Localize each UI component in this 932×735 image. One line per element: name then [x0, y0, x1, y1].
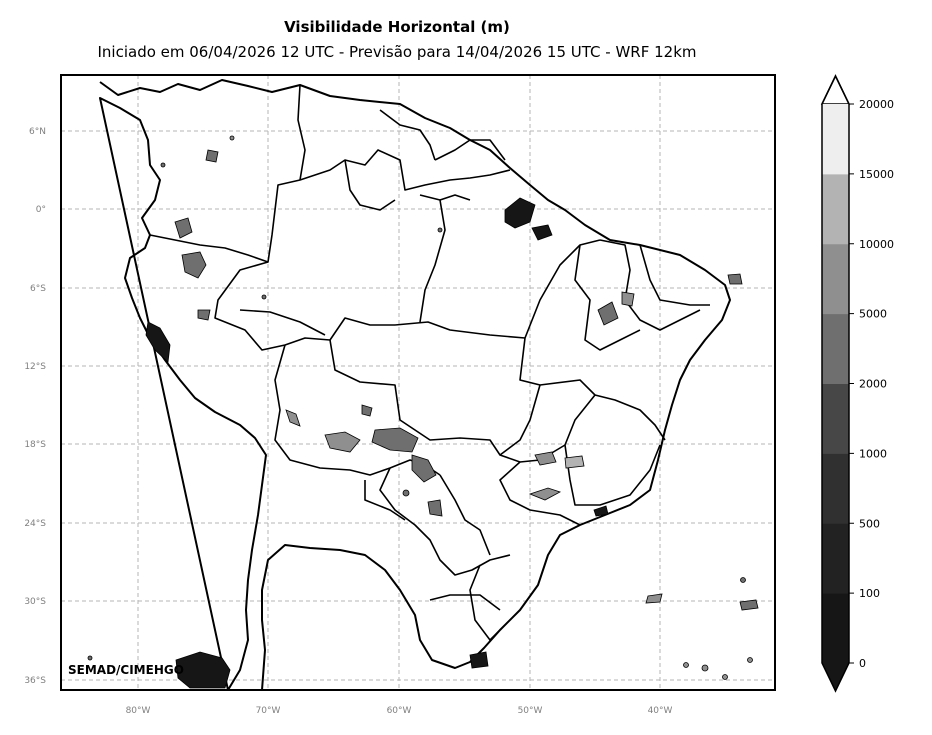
- colorbar-band: [822, 453, 849, 524]
- lon-label: 70°W: [256, 706, 281, 716]
- map-title: Visibilidade Horizontal (m): [284, 18, 510, 36]
- colorbar-tick-label: 1000: [859, 447, 887, 460]
- colorbar-band: [822, 523, 849, 594]
- lon-label: 80°W: [126, 706, 151, 716]
- colorbar-extend-low: [822, 663, 849, 691]
- lon-label: 50°W: [518, 706, 543, 716]
- colorbar-tick-label: 15000: [859, 168, 894, 181]
- map-frame: [60, 74, 776, 691]
- credit-label: SEMAD/CIMEHGO: [68, 663, 184, 677]
- colorbar-tick-label: 100: [859, 587, 880, 600]
- lon-label: 60°W: [387, 706, 412, 716]
- lon-label: 40°W: [648, 706, 673, 716]
- map-subtitle: Iniciado em 06/04/2026 12 UTC - Previsão…: [97, 43, 697, 61]
- colorbar-tick-label: 0: [859, 657, 866, 670]
- colorbar-band: [822, 243, 849, 315]
- visibility-contours: [87, 135, 759, 689]
- colorbar-tick-label: 500: [859, 517, 880, 530]
- latitude-labels: 6°N 0° 6°S 12°S 18°S 24°S 30°S 36°S: [24, 127, 46, 686]
- colorbar-band: [822, 313, 849, 384]
- colorbar-tick-label: 2000: [859, 378, 887, 391]
- lat-label: 6°S: [30, 284, 46, 294]
- lat-label: 0°: [36, 205, 46, 215]
- colorbar-tick-label: 5000: [859, 308, 887, 321]
- colorbar-band: [822, 383, 849, 454]
- colorbar-tick-label: 10000: [859, 238, 894, 251]
- longitude-labels: 80°W 70°W 60°W 50°W 40°W: [126, 706, 673, 716]
- colorbar-band: [822, 173, 849, 245]
- lat-label: 24°S: [24, 519, 46, 529]
- colorbar-band: [822, 104, 849, 175]
- lat-label: 36°S: [24, 676, 46, 686]
- lat-label: 18°S: [24, 440, 46, 450]
- colorbar-tick-label: 20000: [859, 98, 894, 111]
- country-borders: [149, 84, 710, 641]
- lat-label: 12°S: [24, 362, 46, 372]
- lat-label: 6°N: [29, 127, 46, 137]
- colorbar-band: [822, 593, 849, 664]
- colorbar: 0 100 500 1000 2000 5000 10000 15000 20000: [820, 74, 894, 693]
- colorbar-extend-high: [820, 74, 851, 105]
- lat-label: 30°S: [24, 597, 46, 607]
- map-panel: [60, 74, 776, 691]
